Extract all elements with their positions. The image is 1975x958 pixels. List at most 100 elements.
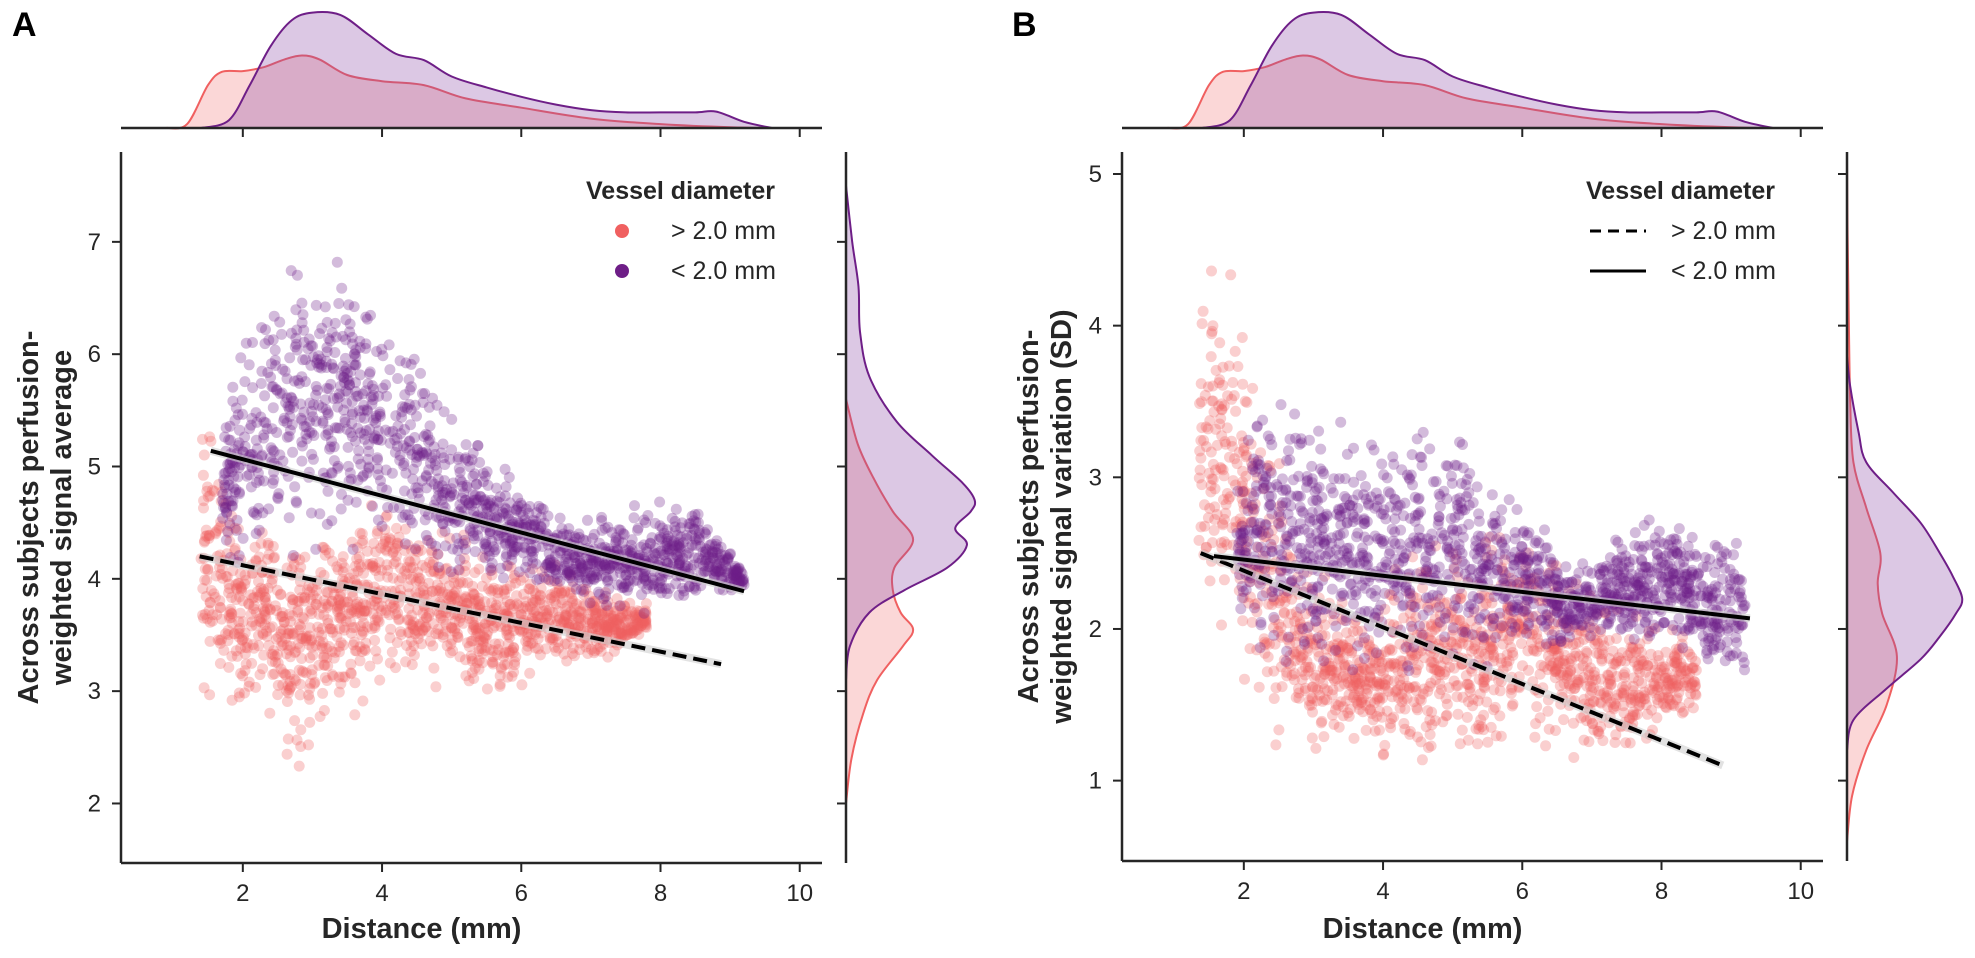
- scatter-point: [1216, 430, 1228, 442]
- scatter-point: [623, 566, 635, 578]
- scatter-point: [293, 760, 305, 772]
- scatter-point: [1386, 713, 1398, 725]
- scatter-point: [413, 572, 424, 584]
- scatter-point: [1662, 686, 1674, 698]
- scatter-point: [597, 619, 609, 631]
- scatter-point: [460, 560, 471, 571]
- scatter-point: [454, 595, 466, 607]
- scatter-point: [547, 634, 559, 646]
- scatter-point: [208, 588, 220, 600]
- scatter-point: [559, 638, 571, 650]
- scatter-point: [540, 573, 552, 585]
- scatter-point: [596, 515, 608, 527]
- scatter-point: [272, 649, 283, 660]
- scatter-point: [1386, 658, 1397, 670]
- scatter-point: [1227, 377, 1239, 388]
- scatter-point: [236, 634, 248, 646]
- scatter-point: [1237, 615, 1249, 627]
- scatter-point: [639, 621, 651, 633]
- scatter-point: [516, 679, 528, 691]
- scatter-point: [492, 587, 504, 599]
- scatter-point: [318, 609, 330, 621]
- scatter-point: [1283, 631, 1294, 643]
- scatter-point: [261, 625, 272, 637]
- scatter-point: [474, 622, 486, 633]
- scatter-point: [405, 358, 417, 370]
- scatter-point: [337, 551, 349, 563]
- scatter-point: [360, 425, 372, 437]
- scatter-point: [1416, 460, 1428, 471]
- scatter-point: [304, 605, 316, 617]
- scatter-point: [199, 574, 211, 586]
- scatter-point: [306, 669, 318, 681]
- scatter-point: [374, 674, 386, 686]
- scatter-point: [542, 610, 554, 621]
- scatter-point: [1399, 703, 1411, 715]
- scatter-point: [373, 570, 385, 582]
- scatter-point: [1353, 683, 1365, 695]
- scatter-point: [414, 618, 426, 630]
- scatter-point: [247, 639, 259, 651]
- scatter-layer: [1193, 265, 1751, 766]
- scatter-point: [291, 734, 303, 746]
- scatter-point: [349, 560, 361, 572]
- scatter-point: [607, 613, 619, 625]
- scatter-point: [373, 601, 385, 613]
- scatter-point: [1239, 673, 1250, 685]
- scatter-point: [379, 543, 391, 555]
- scatter-point: [375, 605, 387, 617]
- scatter-point: [515, 609, 527, 621]
- scatter-point: [345, 627, 357, 639]
- scatter-point: [590, 604, 602, 616]
- scatter-point: [614, 600, 626, 612]
- scatter-point: [391, 637, 403, 648]
- scatter-point: [669, 521, 681, 533]
- scatter-point: [456, 476, 468, 488]
- scatter-point: [1674, 701, 1686, 713]
- scatter-point: [1315, 443, 1327, 455]
- scatter-point: [433, 561, 445, 573]
- scatter-point: [362, 621, 373, 633]
- scatter-point: [346, 536, 358, 548]
- scatter-point: [427, 640, 439, 652]
- scatter-point: [560, 609, 572, 621]
- scatter-point: [578, 589, 590, 601]
- scatter-point: [1379, 739, 1391, 751]
- scatter-point: [287, 627, 299, 639]
- scatter-point: [1202, 512, 1214, 524]
- scatter-point: [282, 628, 294, 640]
- y-tick-label: 4: [88, 566, 101, 593]
- scatter-point: [1230, 405, 1242, 417]
- scatter-point: [380, 607, 392, 619]
- scatter-point: [358, 567, 369, 579]
- scatter-point: [229, 545, 241, 557]
- scatter-point: [302, 343, 314, 355]
- scatter-point: [621, 614, 633, 626]
- scatter-point: [479, 645, 491, 656]
- scatter-point: [621, 609, 632, 621]
- scatter-point: [297, 354, 309, 366]
- scatter-point: [266, 358, 277, 370]
- scatter-point: [1472, 695, 1484, 707]
- scatter-point: [272, 657, 284, 669]
- scatter-point: [522, 640, 534, 652]
- scatter-point: [499, 502, 511, 514]
- scatter-point: [1244, 643, 1256, 655]
- scatter-point: [693, 534, 705, 546]
- scatter-point: [310, 598, 322, 610]
- y-tick-label: 7: [88, 229, 101, 256]
- scatter-point: [304, 586, 316, 598]
- scatter-point: [345, 658, 357, 670]
- scatter-point: [534, 649, 546, 661]
- scatter-point: [310, 543, 322, 555]
- scatter-point: [446, 622, 457, 634]
- scatter-point: [336, 610, 348, 622]
- scatter-point: [608, 645, 620, 657]
- scatter-point: [569, 650, 580, 662]
- scatter-point: [1605, 679, 1617, 691]
- scatter-point: [386, 467, 398, 479]
- scatter-point: [331, 603, 343, 615]
- scatter-point: [246, 616, 258, 628]
- scatter-point: [256, 617, 268, 628]
- scatter-point: [1193, 534, 1205, 546]
